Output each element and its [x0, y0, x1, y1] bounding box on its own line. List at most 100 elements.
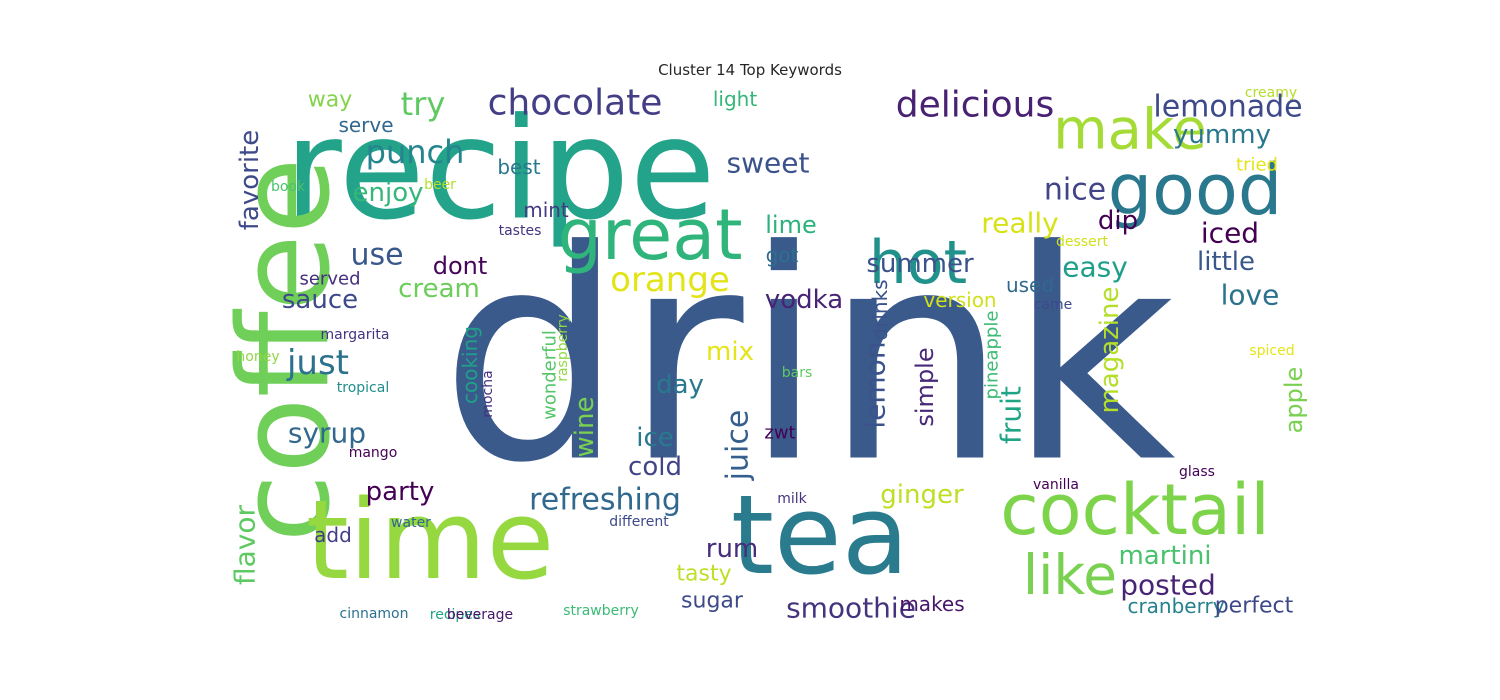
word-recipes: recipes	[430, 607, 480, 623]
word-simple: simple	[911, 347, 939, 426]
word-mango: mango	[349, 445, 398, 461]
word-make: make	[1053, 98, 1207, 163]
word-pineapple: pineapple	[982, 311, 1003, 400]
word-sweet: sweet	[727, 147, 810, 180]
word-day: day	[656, 370, 704, 400]
word-rum: rum	[706, 534, 759, 564]
word-zwt: zwt	[764, 423, 795, 444]
word-tastes: tastes	[499, 223, 542, 239]
word-ginger: ginger	[880, 480, 964, 510]
word-good: good	[1108, 149, 1283, 231]
word-tasty: tasty	[676, 562, 731, 587]
word-mocha: mocha	[480, 370, 496, 417]
word-different: different	[609, 514, 669, 530]
word-sauce: sauce	[282, 285, 358, 315]
word-recipe: recipe	[284, 89, 715, 252]
word-just: just	[286, 343, 349, 383]
word-fruit: fruit	[995, 386, 1028, 444]
word-juice: juice	[721, 410, 756, 482]
word-cooking: cooking	[458, 326, 482, 404]
word-vodka: vodka	[765, 285, 843, 315]
word-summer: summer	[866, 249, 974, 279]
word-martini: martini	[1118, 541, 1211, 571]
word-time: time	[306, 476, 555, 604]
word-sugar: sugar	[681, 589, 744, 614]
word-served: served	[299, 269, 360, 290]
word-favorite: favorite	[235, 130, 265, 230]
word-nice: nice	[1044, 173, 1106, 208]
word-got: got	[766, 243, 799, 267]
word-delicious: delicious	[896, 85, 1054, 126]
word-drink: drink	[440, 190, 1176, 527]
word-syrup: syrup	[288, 417, 366, 450]
word-dip: dip	[1098, 206, 1138, 236]
word-creamy: creamy	[1245, 85, 1297, 101]
word-enjoy: enjoy	[353, 178, 424, 208]
word-cranberry: cranberry	[1127, 594, 1224, 618]
word-magazine: magazine	[1095, 286, 1125, 413]
word-chocolate: chocolate	[488, 85, 663, 124]
word-lime: lime	[765, 211, 816, 239]
word-makes: makes	[899, 592, 964, 616]
word-version: version	[923, 288, 996, 312]
word-use: use	[350, 238, 403, 273]
word-punch: punch	[366, 133, 465, 171]
word-tried: tried	[1236, 155, 1278, 176]
word-cocktail: cocktail	[1000, 469, 1270, 551]
word-honey: honey	[236, 349, 279, 365]
word-refreshing: refreshing	[529, 483, 681, 518]
word-posted: posted	[1120, 569, 1215, 602]
word-really: really	[981, 207, 1058, 240]
word-beer: beer	[424, 177, 456, 193]
word-little: little	[1197, 247, 1255, 277]
word-bars: bars	[782, 365, 813, 381]
word-strawberry: strawberry	[563, 603, 639, 619]
word-ice: ice	[636, 423, 674, 453]
word-vanilla: vanilla	[1033, 477, 1079, 493]
word-water: water	[391, 515, 431, 531]
word-flavor: flavor	[230, 505, 262, 585]
word-cream: cream	[398, 274, 480, 304]
word-cinnamon: cinnamon	[340, 606, 409, 622]
word-add: add	[314, 523, 352, 547]
word-like: like	[1023, 543, 1117, 607]
word-coffee: coffee	[230, 157, 358, 542]
word-cold: cold	[628, 452, 682, 482]
word-apple: apple	[1280, 367, 1308, 434]
word-lemon: lemon	[859, 341, 892, 428]
word-lemonade: lemonade	[1153, 90, 1302, 125]
word-mix: mix	[706, 337, 754, 367]
word-way: way	[308, 88, 353, 113]
word-came: came	[1034, 297, 1073, 313]
word-iced: iced	[1201, 217, 1259, 250]
word-dont: dont	[433, 252, 488, 280]
word-tea: tea	[731, 471, 909, 599]
word-glass: glass	[1179, 464, 1215, 480]
word-raspberry: raspberry	[555, 314, 571, 382]
word-wine: wine	[570, 397, 600, 458]
chart-title: Cluster 14 Top Keywords	[658, 61, 842, 79]
word-book: book	[271, 179, 306, 195]
word-used: used	[1006, 273, 1054, 297]
word-hot: hot	[869, 228, 967, 298]
cloud-background	[230, 85, 1310, 625]
word-smoothie: smoothie	[786, 592, 916, 625]
word-great: great	[557, 194, 742, 276]
word-drinks: drinks	[868, 279, 892, 340]
word-margarita: margarita	[321, 327, 390, 343]
word-wonderful: wonderful	[540, 330, 561, 420]
word-party: party	[366, 477, 435, 507]
word-mint: mint	[523, 198, 569, 222]
word-spiced: spiced	[1249, 343, 1294, 359]
word-love: love	[1221, 279, 1280, 312]
word-easy: easy	[1062, 251, 1128, 284]
word-tropical: tropical	[337, 380, 389, 396]
word-dessert: dessert	[1056, 234, 1108, 250]
word-try: try	[401, 85, 446, 123]
word-best: best	[497, 155, 540, 179]
word-perfect: perfect	[1215, 594, 1294, 619]
word-serve: serve	[338, 113, 393, 137]
word-yummy: yummy	[1173, 120, 1271, 150]
word-beverage: beverage	[447, 607, 513, 623]
